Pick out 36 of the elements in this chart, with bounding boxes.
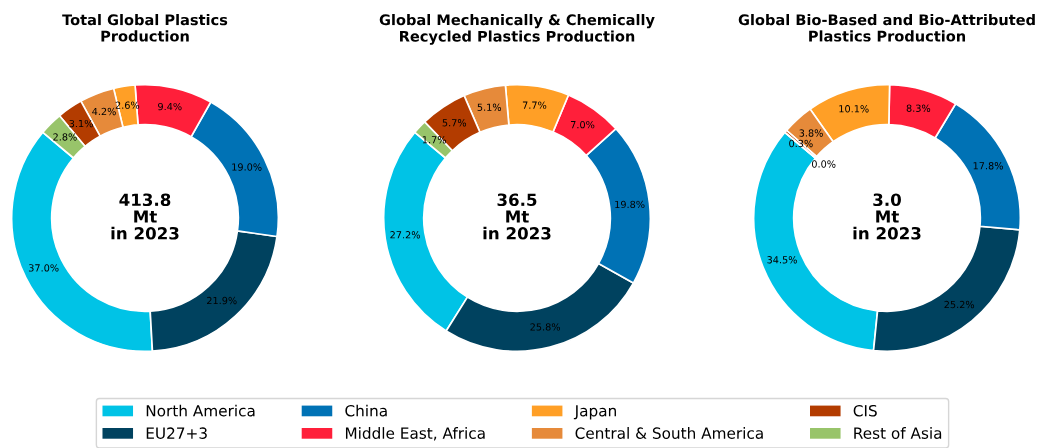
- data-label: 2.8%: [53, 133, 77, 141]
- data-label: 3.1%: [69, 119, 93, 128]
- data-label: 34.5%: [767, 256, 797, 264]
- data-label: 37.0%: [28, 264, 59, 272]
- legend-label: North America: [146, 404, 255, 417]
- text: 0.0%: [811, 160, 836, 168]
- data-label: 27.2%: [390, 231, 420, 239]
- data-label: 8.3%: [906, 104, 931, 112]
- legend-label: EU27+3: [146, 427, 207, 439]
- data-label: 25.8%: [530, 323, 561, 331]
- data-label: 17.8%: [973, 162, 1003, 170]
- chart-title: Global Bio-Based and Bio-Attributed Plastics Production: [738, 14, 1035, 42]
- chart-title: Total Global Plastics Production: [62, 14, 228, 42]
- legend-label: Rest of Asia: [854, 427, 942, 439]
- legend-label: Japan: [573, 405, 616, 420]
- data-label: 10.1%: [839, 105, 869, 113]
- legend-label: China: [345, 404, 387, 417]
- data-label: 5.1%: [477, 103, 502, 111]
- chart-title: Global Mechanically & Chemically Recycled Plastics Production: [379, 14, 655, 45]
- data-label: 21.9%: [207, 296, 237, 305]
- text: 413.8 Mt in 2023: [111, 193, 179, 240]
- data-label: 4.2%: [92, 107, 116, 116]
- data-label: 19.8%: [615, 200, 645, 209]
- legend-label: Central & South America: [575, 427, 763, 439]
- data-label: 9.4%: [158, 102, 182, 111]
- data-label: 7.0%: [570, 120, 595, 129]
- data-label: 19.0%: [232, 163, 262, 171]
- data-label: 3.8%: [799, 129, 823, 137]
- text: 3.0 Mt in 2023: [853, 193, 921, 240]
- legend-label: Middle East, Africa: [345, 427, 485, 441]
- data-label: 25.2%: [944, 300, 975, 309]
- data-label: 0.3%: [789, 139, 813, 148]
- data-label: 7.7%: [522, 101, 547, 109]
- text: 36.5 Mt in 2023: [483, 193, 551, 240]
- legend-label: CIS: [853, 404, 877, 417]
- data-label: 5.7%: [442, 119, 467, 127]
